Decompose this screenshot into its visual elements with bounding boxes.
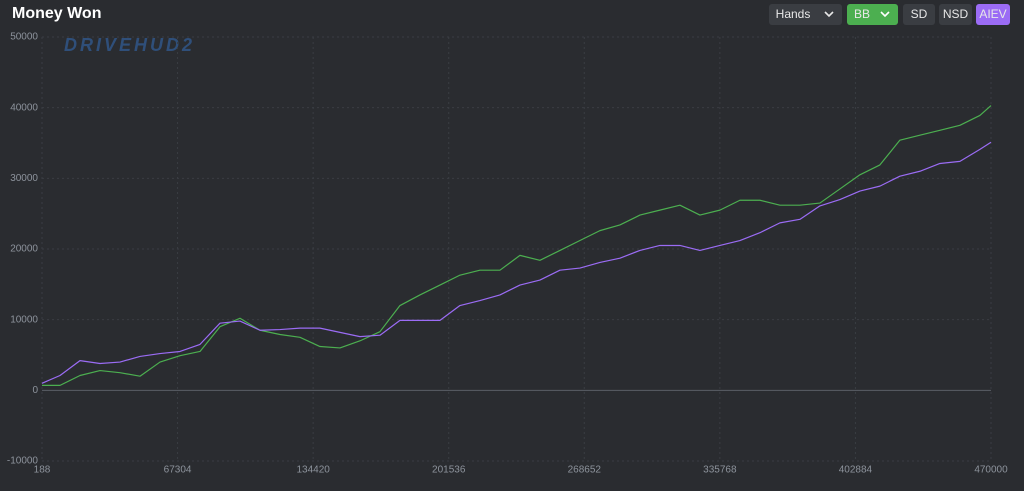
y-tick-label: 50000: [10, 32, 38, 43]
chevron: [824, 11, 834, 18]
y-tick-label: -10000: [7, 456, 39, 467]
x-tick-label: 188: [34, 465, 51, 476]
x-tick-label: 402884: [839, 465, 873, 476]
x-tick-label: 335768: [703, 465, 737, 476]
y-tick-label: 40000: [10, 102, 38, 113]
axis-select-label: Hands: [776, 7, 811, 21]
chevron: [880, 11, 890, 18]
sd-label: SD: [911, 7, 928, 21]
aiev-label: AIEV: [979, 7, 1006, 21]
chart-title: Money Won: [12, 5, 101, 22]
y-tick-label: 20000: [10, 244, 38, 255]
sd-button[interactable]: [903, 4, 935, 25]
x-tick-label: 470000: [974, 465, 1008, 476]
aiev-button[interactable]: [976, 4, 1010, 25]
watermark: DRIVEHUD2: [64, 35, 195, 55]
x-tick-label: 67304: [164, 465, 192, 476]
nsd-label: NSD: [943, 7, 969, 21]
toolbar: Hands BB SD NSD AIEV: [769, 4, 1010, 25]
series-line: [42, 105, 992, 386]
unit-select-label: BB: [854, 7, 870, 21]
y-tick-label: 30000: [10, 173, 38, 184]
x-tick-label: 134420: [296, 465, 330, 476]
unit-select[interactable]: [847, 4, 898, 25]
y-tick-label: 0: [32, 385, 38, 396]
y-tick-label: 10000: [10, 314, 38, 325]
series-line: [41, 141, 992, 384]
nsd-button[interactable]: [939, 4, 972, 25]
x-tick-label: 201536: [432, 465, 466, 476]
axis-select[interactable]: [769, 4, 842, 25]
x-tick-label: 268652: [568, 465, 602, 476]
